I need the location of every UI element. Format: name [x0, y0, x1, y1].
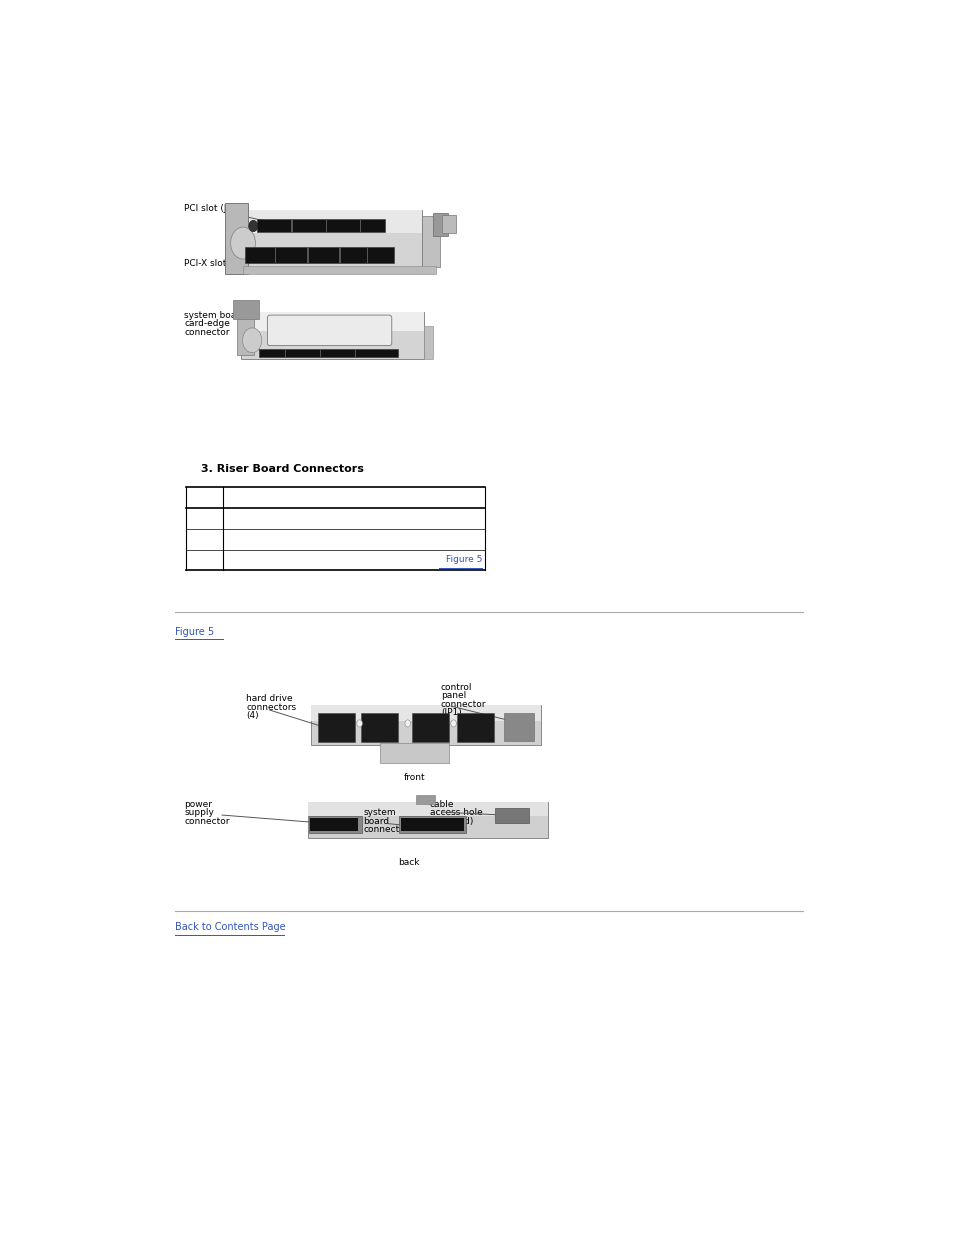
- Text: (JP1): (JP1): [440, 709, 461, 718]
- Text: (covered): (covered): [429, 816, 473, 826]
- Bar: [433, 212, 448, 236]
- Bar: [258, 348, 397, 357]
- Bar: [308, 802, 547, 837]
- Bar: [401, 819, 463, 831]
- Bar: [291, 219, 293, 232]
- Text: Back to Contents Page: Back to Contents Page: [174, 923, 285, 932]
- Bar: [307, 247, 308, 263]
- Text: PCI-X slot (J2): PCI-X slot (J2): [184, 257, 258, 268]
- Bar: [241, 311, 424, 359]
- Text: system: system: [363, 808, 395, 818]
- Circle shape: [242, 329, 261, 353]
- Text: PCI slot (J1): PCI slot (J1): [184, 204, 281, 225]
- Bar: [233, 300, 258, 319]
- Text: front: front: [403, 773, 425, 782]
- Bar: [233, 210, 421, 233]
- Circle shape: [249, 220, 257, 232]
- Text: Figure 5: Figure 5: [174, 626, 213, 636]
- Bar: [236, 316, 254, 354]
- Bar: [245, 247, 394, 263]
- FancyBboxPatch shape: [456, 714, 494, 742]
- Bar: [308, 802, 547, 816]
- Text: hard drive: hard drive: [246, 694, 293, 703]
- Bar: [359, 219, 361, 232]
- Text: panel: panel: [440, 692, 466, 700]
- Bar: [398, 816, 466, 834]
- Text: Figure 5: Figure 5: [445, 556, 482, 564]
- Bar: [225, 204, 248, 274]
- Text: connector: connector: [440, 700, 486, 709]
- Text: power: power: [184, 799, 213, 809]
- Text: (4): (4): [246, 711, 259, 720]
- Bar: [274, 247, 276, 263]
- Bar: [339, 247, 340, 263]
- Text: connector: connector: [363, 825, 408, 835]
- Bar: [421, 216, 439, 267]
- Text: control: control: [440, 683, 472, 692]
- Text: board: board: [363, 816, 389, 826]
- Bar: [380, 743, 449, 763]
- Text: access hole: access hole: [429, 808, 482, 818]
- Bar: [243, 266, 436, 274]
- Bar: [442, 215, 456, 233]
- Bar: [325, 219, 327, 232]
- Bar: [256, 219, 385, 232]
- FancyBboxPatch shape: [361, 714, 397, 742]
- Text: connector: connector: [184, 816, 230, 826]
- Bar: [424, 326, 433, 359]
- FancyBboxPatch shape: [317, 714, 355, 742]
- Text: connector: connector: [184, 329, 230, 337]
- Bar: [309, 816, 361, 834]
- Text: back: back: [397, 857, 419, 867]
- Bar: [311, 705, 540, 746]
- Circle shape: [404, 720, 410, 727]
- Bar: [241, 311, 424, 331]
- Bar: [310, 819, 358, 831]
- Bar: [416, 795, 435, 804]
- Circle shape: [231, 227, 255, 259]
- Text: supply: supply: [184, 808, 214, 818]
- Bar: [319, 348, 321, 357]
- Circle shape: [451, 720, 456, 727]
- Text: cable: cable: [429, 799, 454, 809]
- FancyBboxPatch shape: [267, 315, 392, 346]
- Text: 3. Riser Board Connectors: 3. Riser Board Connectors: [200, 464, 363, 474]
- Bar: [366, 247, 368, 263]
- Circle shape: [356, 720, 362, 727]
- Text: card-edge: card-edge: [184, 320, 230, 329]
- Bar: [311, 705, 540, 721]
- Text: connectors: connectors: [246, 703, 296, 711]
- Bar: [495, 808, 528, 824]
- Bar: [285, 348, 286, 357]
- FancyBboxPatch shape: [411, 714, 448, 742]
- Bar: [233, 210, 421, 267]
- Text: system board: system board: [184, 311, 246, 320]
- Bar: [503, 714, 534, 741]
